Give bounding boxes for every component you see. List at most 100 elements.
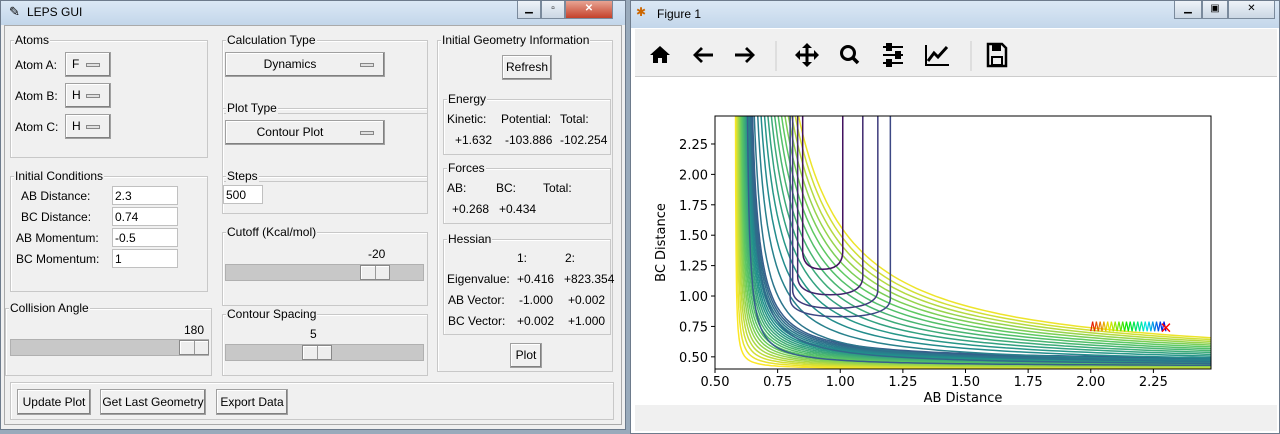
y-tick-label: 1.50 <box>679 229 708 244</box>
bc-distance-label: BC Distance: <box>21 210 92 224</box>
contour-spacing-group: Contour Spacing 5 <box>222 307 428 376</box>
x-axis-label: AB Distance <box>924 391 1003 406</box>
contour-line <box>753 116 1211 363</box>
pan-icon[interactable] <box>795 43 819 67</box>
potential-label: Potential: <box>501 112 552 126</box>
feather-icon: ✎ <box>9 4 20 19</box>
dropdown-indicator-icon <box>360 62 374 67</box>
contour-spacing-slider[interactable] <box>225 344 424 361</box>
status-bar <box>635 405 1277 431</box>
contour-line <box>796 116 864 296</box>
eigenvalue-label: Eigenvalue: <box>447 272 510 286</box>
collision-angle-slider[interactable] <box>10 339 209 356</box>
slider-thumb[interactable] <box>179 340 209 355</box>
cutoff-slider[interactable] <box>225 264 424 281</box>
atom-c-label: Atom C: <box>15 120 59 134</box>
plot-type-group: Plot Type Contour Plot <box>222 101 428 182</box>
hessian-legend: Hessian <box>447 232 493 246</box>
figure-title-bar: ✱ Figure 1 ▁ ▣ ✕ <box>631 1 1279 28</box>
close-button[interactable]: ✕ <box>565 1 613 19</box>
x-tick-label: 0.50 <box>701 375 730 390</box>
maximize-button[interactable]: ▣ <box>1202 1 1228 19</box>
contour-line <box>763 116 1211 357</box>
trajectory-segment <box>1129 321 1133 332</box>
home-icon[interactable] <box>650 46 670 63</box>
contour-line <box>780 116 1211 348</box>
trajectory-segment <box>1157 321 1161 332</box>
atoms-group: Atoms Atom A: F Atom B: H Atom C: H <box>10 33 208 158</box>
plot-type-select[interactable]: Contour Plot <box>225 120 385 145</box>
y-tick-label: 0.75 <box>679 320 708 335</box>
minimize-button[interactable]: ▁ <box>1174 1 1202 19</box>
zoom-icon[interactable] <box>840 45 860 65</box>
kinetic-value: +1.632 <box>455 133 493 147</box>
ab-vector-2: +0.002 <box>568 293 606 307</box>
maximize-button[interactable]: ▫ <box>541 1 565 19</box>
hessian-col1-label: 1: <box>517 251 528 265</box>
back-arrow-icon[interactable] <box>693 47 713 63</box>
forward-arrow-icon[interactable] <box>735 47 755 63</box>
trajectory-segment <box>1120 321 1124 332</box>
dropdown-indicator-icon <box>86 124 100 129</box>
x-tick-label: 1.00 <box>826 375 855 390</box>
atom-a-select[interactable]: F <box>65 52 111 77</box>
steps-input[interactable] <box>223 185 263 204</box>
update-plot-button[interactable]: Update Plot <box>17 389 91 415</box>
bc-vector-label: BC Vector: <box>448 314 506 328</box>
y-tick-label: 1.00 <box>679 290 708 305</box>
figure-window: ✱ Figure 1 ▁ ▣ ✕ 0.50 0.75 1.00 1.25 1.50 1.7… <box>630 0 1280 434</box>
calculation-type-select[interactable]: Dynamics <box>225 52 385 77</box>
contour-line <box>770 116 1211 354</box>
atom-b-select[interactable]: H <box>65 83 111 108</box>
plot-button[interactable]: Plot <box>510 343 542 368</box>
bc-distance-input[interactable] <box>112 207 178 226</box>
energy-legend: Energy <box>447 92 488 106</box>
configure-subplots-icon[interactable] <box>883 43 903 67</box>
close-button[interactable]: ✕ <box>1228 1 1275 19</box>
edit-axis-icon[interactable] <box>925 45 949 66</box>
ab-vector-label: AB Vector: <box>448 293 505 307</box>
forces-group: Forces AB: BC: Total: +0.268 +0.434 <box>443 161 611 224</box>
get-last-geometry-button[interactable]: Get Last Geometry <box>100 389 206 415</box>
contour-line <box>746 116 1211 367</box>
trajectory-segment <box>1105 321 1109 332</box>
y-tick-label: 0.50 <box>679 351 708 366</box>
y-axis-label: BC Distance <box>654 203 669 282</box>
trajectory-segment <box>1146 321 1150 332</box>
contour-spacing-value: 5 <box>310 327 317 341</box>
trajectory-segment <box>1148 321 1152 332</box>
trajectory-segment <box>1095 321 1099 332</box>
potential-value: -103.886 <box>505 133 553 147</box>
actions-group: Update Plot Get Last Geometry Export Dat… <box>10 382 614 420</box>
save-icon[interactable] <box>986 42 1008 68</box>
contour-plot[interactable]: 0.50 0.75 1.00 1.25 1.50 1.75 2.00 2.25 0.50 0.75… <box>631 79 1280 409</box>
contour-line <box>746 116 1211 362</box>
force-ab-value: +0.268 <box>452 202 490 216</box>
dropdown-indicator-icon <box>360 130 374 135</box>
bc-momentum-input[interactable] <box>112 249 178 268</box>
figure-toolbar <box>635 29 1277 77</box>
leps-window: ✎ LEPS GUI ▁ ▫ ✕ Atoms Atom A: F Atom B:… <box>0 0 626 430</box>
trajectory-segment <box>1092 321 1096 332</box>
minimize-button[interactable]: ▁ <box>517 1 541 19</box>
refresh-button[interactable]: Refresh <box>502 55 552 80</box>
contour-line <box>760 116 1211 359</box>
ab-momentum-input[interactable] <box>112 228 178 247</box>
contour-line <box>767 116 1211 356</box>
trajectory-segment <box>1122 321 1126 332</box>
trajectory-segment <box>1107 321 1111 332</box>
atom-c-select[interactable]: H <box>65 114 111 139</box>
ab-distance-input[interactable] <box>112 186 178 205</box>
contour-line <box>784 116 1211 346</box>
contour-line <box>794 116 1211 341</box>
slider-thumb[interactable] <box>360 265 390 280</box>
total-energy-value: -102.254 <box>560 133 608 147</box>
forces-legend: Forces <box>447 161 486 175</box>
slider-thumb[interactable] <box>302 345 332 360</box>
export-data-button[interactable]: Export Data <box>216 389 288 415</box>
contour-line <box>734 116 1211 369</box>
trajectory-segment <box>1131 321 1135 332</box>
contour-line <box>742 116 1211 365</box>
eigenvalue-1: +0.416 <box>517 272 555 286</box>
initial-conditions-group: Initial Conditions AB Distance: BC Dista… <box>10 169 208 292</box>
